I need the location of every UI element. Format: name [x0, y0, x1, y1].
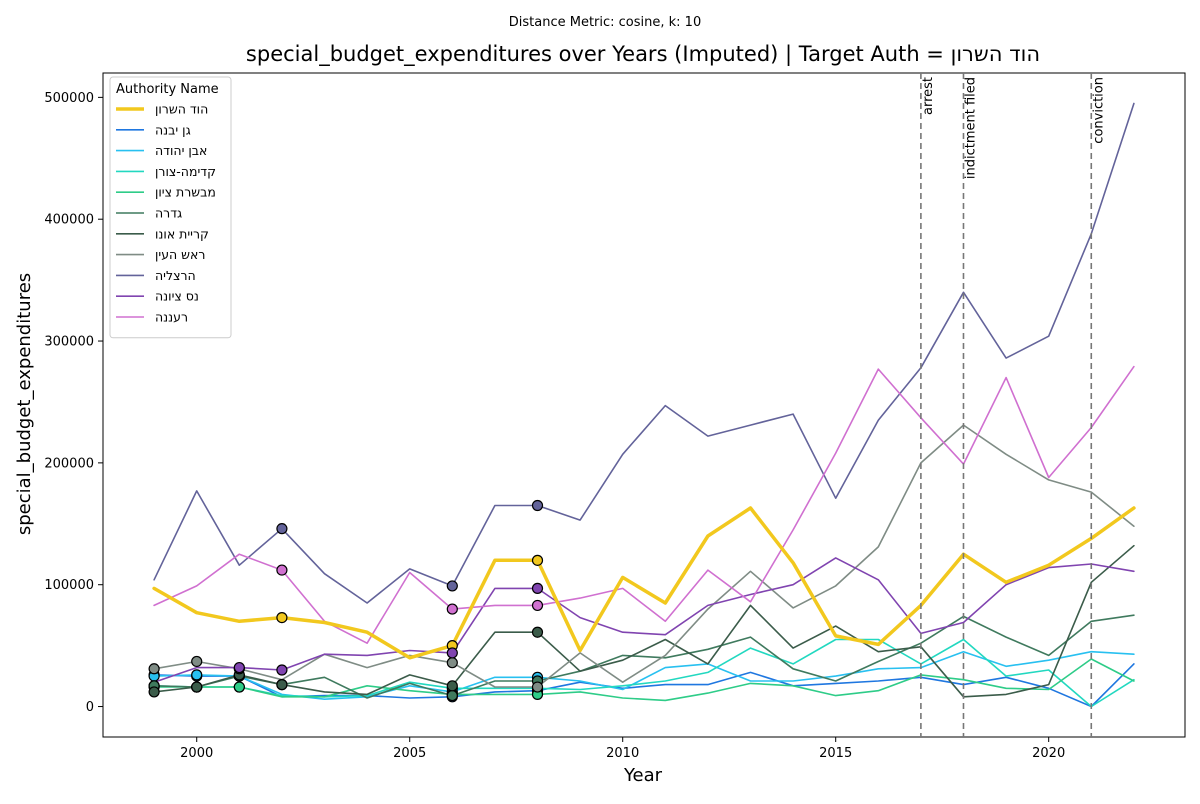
- imputed-point: [276, 679, 288, 691]
- x-tick-label: 2005: [393, 746, 426, 761]
- imputed-point: [446, 580, 458, 592]
- chart-title: special_budget_expenditures over Years (…: [246, 42, 1040, 67]
- y-tick-label: 0: [86, 700, 94, 715]
- imputed-point: [191, 655, 203, 668]
- axes-frame: [102, 72, 1186, 738]
- y-tick-label: 100000: [44, 578, 94, 593]
- imputed-point: [531, 582, 544, 594]
- chart-suptitle: Distance Metric: cosine, k: 10: [509, 15, 701, 30]
- imputed-point: [276, 564, 288, 576]
- imputed-point: [531, 554, 544, 566]
- x-tick-label: 2015: [819, 746, 852, 761]
- imputed-point: [276, 664, 288, 676]
- imputed-point: [233, 661, 245, 674]
- legend-title: Authority Name: [116, 82, 219, 97]
- y-tick-label: 200000: [44, 456, 94, 471]
- y-tick-label: 500000: [44, 91, 94, 106]
- imputed-point: [191, 669, 203, 681]
- legend-label: גן יבנה: [155, 122, 191, 137]
- series-line: [153, 544, 1135, 698]
- event-label: indictment filed: [963, 77, 978, 179]
- x-axis-label: Year: [623, 765, 663, 786]
- legend-label: נס ציונה: [155, 289, 199, 304]
- imputed-point: [148, 663, 160, 675]
- legend-label: הוד השרון: [155, 102, 208, 117]
- legend-label: מבשרת ציון: [155, 185, 216, 200]
- y-tick-label: 400000: [44, 213, 94, 228]
- imputed-point: [531, 599, 544, 612]
- imputed-point: [446, 647, 458, 659]
- imputed-point: [446, 689, 458, 702]
- imputed-point: [276, 523, 288, 535]
- series-line: [153, 557, 1135, 684]
- event-label: conviction: [1091, 77, 1106, 144]
- imputed-point: [446, 680, 458, 692]
- series-layer: [148, 73, 1136, 737]
- legend-label: קריית אונו: [155, 226, 209, 241]
- legend-label: אבן יהודה: [155, 143, 207, 158]
- series-line: [153, 658, 1135, 702]
- legend-label: רעננה: [155, 310, 188, 325]
- series-line: [153, 424, 1135, 688]
- series-line: [153, 650, 1135, 701]
- legend-label: גדרה: [155, 206, 182, 221]
- event-label: arrest: [921, 77, 936, 115]
- legend-label: קדימה-צורן: [155, 164, 216, 179]
- imputed-point: [531, 681, 544, 693]
- imputed-point: [531, 626, 544, 638]
- plot-area: 2000 2005 2010 2015 2020 0 100000 200000 300000 4…: [44, 72, 1186, 761]
- x-tick-label: 2010: [606, 746, 639, 761]
- imputed-point: [531, 499, 544, 512]
- legend: Authority Name הוד השרון גן יבנה אבן יהודה…: [109, 76, 232, 339]
- imputed-point: [446, 657, 458, 669]
- imputed-point: [233, 681, 245, 693]
- imputed-point: [446, 603, 458, 615]
- series-line: [153, 102, 1135, 604]
- imputed-point: [148, 686, 160, 698]
- series-line: [153, 614, 1135, 699]
- imputed-point: [276, 612, 288, 624]
- series-line: [153, 365, 1135, 645]
- series-line: [152, 506, 1136, 660]
- x-tick-label: 2000: [180, 746, 213, 761]
- legend-label: הרצליה: [155, 268, 196, 283]
- imputed-point: [191, 681, 203, 693]
- x-tick-label: 2020: [1032, 746, 1065, 761]
- y-axis-label: special_budget_expenditures: [14, 273, 35, 535]
- y-tick-label: 300000: [44, 335, 94, 350]
- legend-label: ראש העין: [155, 247, 205, 262]
- legend-box: [109, 76, 232, 339]
